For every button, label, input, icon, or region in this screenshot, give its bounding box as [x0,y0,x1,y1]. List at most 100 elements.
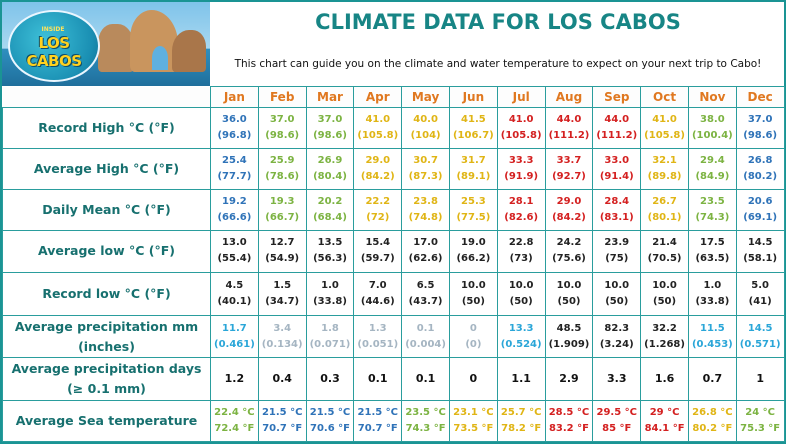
cell-value: 22.8 [508,237,534,249]
month-header-apr: Apr [353,86,403,108]
cell-value: 3.3 [607,372,627,386]
cell-value-secondary: (87.3) [408,170,443,182]
table-cell: 5.0 (41) [735,272,785,317]
cell-value: 82.3 [604,322,630,334]
cell-value: 30.7 [413,154,438,166]
cell-value-secondary: (111.2) [596,129,638,141]
cell-value: 10.0 [652,280,677,292]
cell-value: 6.5 [416,280,435,292]
table-cell: 28.1 (82.6) [496,188,546,231]
table-cell: 29.5 °C 85 °F [592,400,642,442]
cell-value-secondary: (33.8) [313,296,347,308]
cell-value-secondary: (106.7) [452,129,494,141]
table-cell: 3.3 [592,357,642,402]
table-cell: 38.0 (100.4) [687,107,737,149]
table-cell: 26.7 (80.1) [640,188,689,231]
cell-value: 26.7 [652,195,677,207]
table-cell: 4.5 (40.1) [210,272,259,317]
cell-value-secondary: (34.7) [265,296,300,308]
cell-value-secondary: (96.8) [217,129,252,141]
cell-value: 10.0 [461,280,486,292]
cell-value: 10.0 [604,280,630,292]
table-cell: 0 [448,357,498,402]
cell-value: 1.0 [703,280,722,292]
table-cell: 10.0 (50) [640,272,689,317]
table-cell: 15.4 (59.7) [353,229,403,274]
table-cell: 0.7 [687,357,737,402]
month-header-may: May [401,86,450,108]
cell-value-secondary: (75.6) [552,253,586,265]
table-cell: 48.5 (1.909) [544,315,594,359]
cell-value-secondary: 84.1 °F [644,423,685,435]
table-cell: 19.0 (66.2) [448,229,498,274]
table-cell: 44.0 (111.2) [544,107,594,149]
cell-value: 21.4 [652,237,677,249]
table-cell: 21.5 °C 70.7 °F [353,400,403,442]
page-subtitle: This chart can guide you on the climate … [234,58,762,70]
table-cell: 41.0 (105.8) [496,107,546,149]
logo-text: LOS CABOS [26,34,82,70]
cell-value-secondary: (69.1) [743,211,778,223]
row-label: Daily Mean °C (°F) [2,188,211,231]
cell-value: 13.5 [317,237,343,249]
table-cell: 23.1 °C 73.5 °F [448,400,498,442]
cell-value: 22.2 [365,195,391,207]
cell-value: 12.7 [269,237,295,249]
table-cell: 11.7 (0.461) [210,315,259,359]
table-cell: 44.0 (111.2) [592,107,642,149]
month-header-jun: Jun [448,86,498,108]
cell-value: 1.5 [273,280,292,292]
table-cell: 10.0 (50) [592,272,642,317]
cell-value-secondary: 72.4 °F [214,423,255,435]
table-cell: 23.9 (75) [592,229,642,274]
table-cell: 0.1 [353,357,403,402]
cell-value: 5.0 [751,280,770,292]
cell-value-secondary: (50) [557,296,581,308]
table-cell: 28.5 °C 83.2 °F [544,400,594,442]
table-cell: 25.7 °C 78.2 °F [496,400,546,442]
table-cell: 17.5 (63.5) [687,229,737,274]
table-cell: 29.0 (84.2) [353,147,403,190]
cell-value-secondary: (66.2) [456,253,491,265]
cell-value-secondary: 70.7 °F [262,423,303,435]
cell-value: 25.4 [222,154,247,166]
table-cell: 1.0 (33.8) [687,272,737,317]
table-cell: 1.1 [496,357,546,402]
table-cell: 10.0 (50) [496,272,546,317]
cell-value: 1.8 [321,322,339,334]
table-cell: 2.9 [544,357,594,402]
cell-value: 25.7 °C [500,407,542,419]
cell-value-secondary: (82.6) [504,211,539,223]
cell-value-secondary: (83.1) [599,211,634,223]
month-header-nov: Nov [687,86,737,108]
cell-value-secondary: (0.461) [214,338,255,350]
cell-value: 26.8 °C [692,407,733,419]
cell-value-secondary: (84.9) [695,170,730,182]
cell-value-secondary: (0.071) [309,338,351,350]
cell-value-secondary: (78.6) [265,170,300,182]
month-header-dec: Dec [735,86,785,108]
month-header-jul: Jul [496,86,546,108]
cell-value: 14.5 [747,322,773,334]
cell-value-secondary: (77.7) [217,170,252,182]
cell-value: 0.4 [272,372,292,386]
cell-value-secondary: (74.3) [695,211,730,223]
cell-value: 22.4 °C [214,407,255,419]
table-row: Average low °C (°F) 13.0 (55.4) 12.7 (54.9) 1… [2,229,785,274]
cell-value-secondary: (105.8) [357,129,399,141]
cell-value-secondary: (1.909) [548,338,590,350]
cell-value-secondary: (0) [465,338,482,350]
cell-value: 0 [469,372,478,386]
table-cell: 1.3 (0.051) [353,315,403,359]
cell-value-secondary: 74.3 °F [405,423,446,435]
cell-value-secondary: 83.2 °F [548,423,589,435]
cell-value: 33.3 [508,154,534,166]
cell-value: 41.0 [652,113,677,125]
cell-value-secondary: (56.3) [313,253,347,265]
table-cell: 10.0 (50) [544,272,594,317]
cell-value: 3.4 [273,322,292,334]
cell-value: 13.3 [508,322,534,334]
cell-value: 13.0 [222,237,247,249]
table-cell: 0.3 [305,357,355,402]
